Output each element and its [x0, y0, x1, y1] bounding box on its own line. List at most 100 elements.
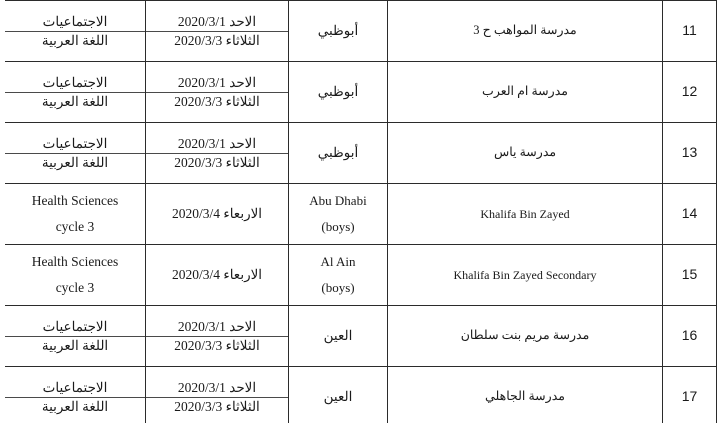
row-index-cell: 12	[662, 61, 717, 123]
city-cell: أبوظبي	[288, 122, 388, 184]
subject-value: Health Sciences cycle 3	[5, 191, 145, 237]
city-cell: العين	[288, 305, 388, 367]
row-index-cell: 14	[662, 183, 717, 245]
subject-line-1: Health Sciences	[31, 193, 119, 208]
exam-date-subrows: الاحد 2020/3/1 الثلاثاء 2020/3/3	[146, 318, 288, 355]
exam-date-value: الاربعاء 2020/3/4	[171, 266, 263, 282]
subject-value: الاجتماعيات	[42, 13, 108, 29]
school-name-value: مدرسة ياس	[493, 145, 557, 160]
subject-line-2: cycle 3	[55, 280, 95, 295]
subject-value: الاجتماعيات	[42, 135, 108, 151]
city-line-2: (boys)	[321, 219, 355, 234]
city-cell: Abu Dhabi (boys)	[288, 183, 388, 245]
city-cell: Al Ain (boys)	[288, 244, 388, 306]
school-name-value: مدرسة المواهب ح 3	[473, 23, 577, 38]
row-index-value: 15	[681, 266, 698, 283]
exam-date-cell: الاحد 2020/3/1 الثلاثاء 2020/3/3	[145, 0, 289, 62]
table-row: 14 Khalifa Bin Zayed Abu Dhabi (boys) الاربع…	[5, 183, 717, 245]
subject-value: الاجتماعيات	[42, 379, 108, 395]
exam-date-value: الاحد 2020/3/1	[177, 379, 257, 395]
row-index-value: 14	[681, 205, 698, 222]
exam-date-value: الاحد 2020/3/1	[177, 135, 257, 151]
city-value: العين	[323, 327, 353, 343]
subject-cell: الاجتماعيات اللغة العربية	[5, 122, 146, 184]
subject-value: اللغة العربية	[5, 396, 145, 416]
school-name-value: Khalifa Bin Zayed Secondary	[453, 267, 597, 282]
row-index-cell: 11	[662, 0, 717, 62]
school-name-cell: مدرسة المواهب ح 3	[387, 0, 663, 62]
row-index-cell: 16	[662, 305, 717, 367]
exam-date-subrows: الاحد 2020/3/1 الثلاثاء 2020/3/3	[146, 74, 288, 111]
exam-schedule-table: 11 مدرسة المواهب ح 3 أبوظبي الاحد 2020/3/1 ا…	[5, 0, 717, 423]
subject-value: الاجتماعيات	[42, 318, 108, 334]
subject-value: اللغة العربية	[5, 152, 145, 172]
exam-date-value: الاربعاء 2020/3/4	[171, 205, 263, 221]
table-row: 16 مدرسة مريم بنت سلطان العين الاحد 2020/3/…	[5, 305, 717, 367]
city-value: العين	[323, 388, 353, 404]
city-value: Al Ain (boys)	[289, 252, 387, 298]
school-name-cell: مدرسة ام العرب	[387, 61, 663, 123]
row-index-value: 16	[681, 327, 698, 344]
school-name-value: Khalifa Bin Zayed	[480, 206, 570, 221]
exam-date-value: الثلاثاء 2020/3/3	[146, 335, 288, 355]
exam-date-subrows: الاحد 2020/3/1 الثلاثاء 2020/3/3	[146, 135, 288, 172]
table-row: 17 مدرسة الجاهلي العين الاحد 2020/3/1 الثلاث…	[5, 366, 717, 423]
city-value: Abu Dhabi (boys)	[289, 191, 387, 237]
exam-date-cell: الاربعاء 2020/3/4	[145, 244, 289, 306]
exam-date-value: الاحد 2020/3/1	[177, 318, 257, 334]
subject-cell: الاجتماعيات اللغة العربية	[5, 61, 146, 123]
exam-date-subrows: الاحد 2020/3/1 الثلاثاء 2020/3/3	[146, 379, 288, 416]
subject-line-2: cycle 3	[55, 219, 95, 234]
subject-value: Health Sciences cycle 3	[5, 252, 145, 298]
row-index-cell: 17	[662, 366, 717, 423]
city-line-1: Al Ain	[320, 254, 356, 269]
exam-date-cell: الاربعاء 2020/3/4	[145, 183, 289, 245]
subject-cell: الاجتماعيات اللغة العربية	[5, 305, 146, 367]
exam-date-cell: الاحد 2020/3/1 الثلاثاء 2020/3/3	[145, 61, 289, 123]
city-line-1: Abu Dhabi	[309, 193, 367, 208]
subject-value: اللغة العربية	[5, 30, 145, 50]
row-index-value: 11	[682, 22, 697, 39]
city-value: أبوظبي	[317, 22, 359, 38]
city-value: أبوظبي	[317, 83, 359, 99]
exam-date-value: الثلاثاء 2020/3/3	[146, 152, 288, 172]
school-name-cell: Khalifa Bin Zayed	[387, 183, 663, 245]
exam-date-cell: الاحد 2020/3/1 الثلاثاء 2020/3/3	[145, 305, 289, 367]
subject-cell: الاجتماعيات اللغة العربية	[5, 0, 146, 62]
subject-subrows: الاجتماعيات اللغة العربية	[5, 13, 145, 50]
subject-cell: الاجتماعيات اللغة العربية	[5, 366, 146, 423]
table-row: 12 مدرسة ام العرب أبوظبي الاحد 2020/3/1 الثل…	[5, 61, 717, 123]
table-row: 15 Khalifa Bin Zayed Secondary Al Ain (boys…	[5, 244, 717, 306]
exam-date-cell: الاحد 2020/3/1 الثلاثاء 2020/3/3	[145, 122, 289, 184]
exam-date-value: الاحد 2020/3/1	[177, 13, 257, 29]
exam-date-value: الثلاثاء 2020/3/3	[146, 396, 288, 416]
subject-value: اللغة العربية	[5, 335, 145, 355]
school-name-cell: Khalifa Bin Zayed Secondary	[387, 244, 663, 306]
exam-date-subrows: الاحد 2020/3/1 الثلاثاء 2020/3/3	[146, 13, 288, 50]
row-index-value: 17	[681, 388, 698, 405]
table-row: 13 مدرسة ياس أبوظبي الاحد 2020/3/1 الثلاثاء …	[5, 122, 717, 184]
school-name-value: مدرسة ام العرب	[482, 84, 568, 99]
city-value: أبوظبي	[317, 144, 359, 160]
table-viewport: 11 مدرسة المواهب ح 3 أبوظبي الاحد 2020/3/1 ا…	[5, 0, 717, 423]
city-cell: أبوظبي	[288, 61, 388, 123]
subject-cell: Health Sciences cycle 3	[5, 183, 146, 245]
subject-value: الاجتماعيات	[42, 74, 108, 90]
city-cell: العين	[288, 366, 388, 423]
exam-date-value: الثلاثاء 2020/3/3	[146, 91, 288, 111]
subject-subrows: الاجتماعيات اللغة العربية	[5, 74, 145, 111]
subject-value: اللغة العربية	[5, 91, 145, 111]
city-cell: أبوظبي	[288, 0, 388, 62]
subject-subrows: الاجتماعيات اللغة العربية	[5, 135, 145, 172]
subject-subrows: الاجتماعيات اللغة العربية	[5, 318, 145, 355]
table-row: 11 مدرسة المواهب ح 3 أبوظبي الاحد 2020/3/1 ا…	[5, 0, 717, 62]
row-index-cell: 13	[662, 122, 717, 184]
table-body: 11 مدرسة المواهب ح 3 أبوظبي الاحد 2020/3/1 ا…	[5, 0, 717, 423]
row-index-cell: 15	[662, 244, 717, 306]
subject-cell: Health Sciences cycle 3	[5, 244, 146, 306]
school-name-cell: مدرسة مريم بنت سلطان	[387, 305, 663, 367]
school-name-cell: مدرسة ياس	[387, 122, 663, 184]
subject-subrows: الاجتماعيات اللغة العربية	[5, 379, 145, 416]
exam-date-value: الاحد 2020/3/1	[177, 74, 257, 90]
exam-date-cell: الاحد 2020/3/1 الثلاثاء 2020/3/3	[145, 366, 289, 423]
